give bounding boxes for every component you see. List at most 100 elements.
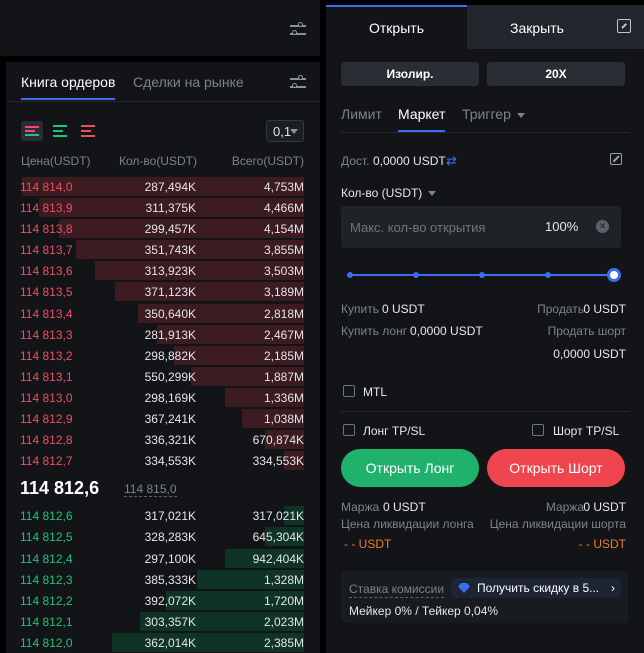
slider-knob[interactable]	[607, 268, 621, 282]
depth-bar	[225, 387, 304, 407]
bid-row[interactable]: 114 812,4 297,100K 942,404K	[6, 548, 320, 569]
swap-icon[interactable]: ⇄	[446, 153, 457, 168]
slider-step-50[interactable]	[479, 272, 485, 278]
qty-input[interactable]	[350, 217, 540, 237]
ask-row[interactable]: 114 812,7 334,553K 334,553K	[6, 450, 320, 471]
order-type-trigger[interactable]: Триггер	[462, 106, 525, 122]
depth-bar	[225, 548, 304, 568]
precision-select[interactable]: 0,1	[266, 120, 304, 142]
ask-row[interactable]: 114 813,0 298,169K 1,336M	[6, 387, 320, 408]
diamond-icon	[458, 583, 470, 593]
open-short-button[interactable]: Открыть Шорт	[487, 449, 625, 487]
row-price: 114 813,0	[20, 390, 73, 405]
mtl-checkbox[interactable]	[343, 385, 355, 397]
order-type-market[interactable]: Маркет	[398, 106, 446, 132]
buy-label: Купить	[341, 302, 379, 316]
tab-close[interactable]: Закрыть	[467, 5, 607, 49]
qty-slider[interactable]	[347, 268, 621, 283]
leverage-button[interactable]: 20X	[487, 62, 625, 86]
bid-row[interactable]: 114 812,0 362,014K 2,385M	[6, 632, 320, 653]
row-qty: 298,169K	[144, 390, 196, 405]
view-bids-icon[interactable]	[53, 124, 69, 138]
ask-row[interactable]: 114 812,9 367,241K 1,038M	[6, 408, 320, 429]
settings-sliders-icon[interactable]	[290, 22, 306, 38]
order-book-tabs: Книга ордеров Сделки на рынке	[6, 62, 320, 102]
fee-label[interactable]: Ставка комиссии	[349, 582, 445, 598]
row-qty: 350,640K	[144, 306, 196, 321]
row-qty: 367,241K	[144, 412, 196, 427]
depth-bar	[140, 611, 304, 631]
bid-row[interactable]: 114 812,2 392,072K 1,720M	[6, 590, 320, 611]
sell-short-value: 0,0000 USDT	[553, 347, 626, 361]
divider	[340, 132, 630, 133]
get-discount-button[interactable]: Получить скидку в 5... ›	[451, 578, 621, 598]
ask-row[interactable]: 114 813,4 350,640K 2,818M	[6, 303, 320, 324]
row-qty: 299,457K	[144, 222, 196, 237]
qty-field[interactable]: 100% ✕	[341, 206, 621, 248]
row-price: 114 813,2	[20, 348, 73, 363]
slider-step-0[interactable]	[347, 272, 353, 278]
row-total: 645,304K	[252, 530, 304, 545]
qty-percent: 100%	[545, 219, 579, 234]
row-price: 114 812,4	[20, 551, 73, 566]
row-qty: 371,123K	[144, 285, 196, 300]
margin-short-label: Маржа	[545, 500, 584, 514]
row-total: 4,154M	[263, 222, 304, 237]
row-price: 114 813,6	[20, 264, 73, 279]
ask-row[interactable]: 114 813,7 351,743K 3,855M	[6, 239, 320, 260]
mark-price[interactable]: 114 815,0	[124, 482, 177, 498]
ask-row[interactable]: 114 812,8 336,321K 670,874K	[6, 429, 320, 450]
liq-long-label: Цена ликвидации лонга	[341, 517, 474, 531]
row-total: 670,874K	[252, 433, 304, 448]
tab-market-trades[interactable]: Сделки на рынке	[133, 74, 244, 90]
open-long-button[interactable]: Открыть Лонг	[341, 449, 479, 487]
view-asks-icon[interactable]	[81, 124, 97, 138]
clear-icon[interactable]: ✕	[596, 220, 609, 233]
depth-bar	[265, 430, 304, 450]
calculator-icon[interactable]	[610, 153, 622, 165]
row-total: 3,855M	[263, 243, 304, 258]
ask-row[interactable]: 114 813,1 550,299K 1,887M	[6, 366, 320, 387]
row-qty: 311,375K	[145, 201, 197, 216]
order-type-limit[interactable]: Лимит	[341, 106, 382, 122]
available-value: 0,0000 USDT	[373, 154, 446, 168]
row-qty: 313,923K	[144, 264, 196, 279]
tab-popout[interactable]	[607, 5, 644, 49]
chart-toolbar-panel	[0, 0, 320, 56]
ask-row[interactable]: 114 813,3 281,913K 2,467M	[6, 324, 320, 345]
depth-bar	[191, 366, 304, 386]
ask-row[interactable]: 114 814,0 287,494K 4,753M	[6, 176, 320, 197]
settings-sliders-icon[interactable]	[290, 75, 306, 91]
chevron-right-icon: ›	[611, 581, 615, 595]
ask-row[interactable]: 114 813,8 299,457K 4,154M	[6, 218, 320, 239]
row-total: 942,404K	[252, 551, 304, 566]
ask-row[interactable]: 114 813,9 311,375K 4,466M	[6, 197, 320, 218]
view-both-icon[interactable]	[21, 121, 43, 141]
tab-order-book[interactable]: Книга ордеров	[21, 74, 116, 100]
row-total: 334,553K	[252, 454, 304, 469]
row-price: 114 812,9	[20, 412, 73, 427]
row-qty: 362,014K	[144, 635, 196, 650]
row-qty: 317,021K	[144, 509, 196, 524]
row-price: 114 812,3	[20, 572, 73, 587]
column-total: Всего(USDT)	[231, 154, 304, 168]
slider-step-75[interactable]	[545, 272, 551, 278]
long-tpsl-checkbox[interactable]	[343, 424, 355, 436]
row-qty: 392,072K	[144, 593, 196, 608]
tab-open[interactable]: Открыть	[326, 5, 467, 49]
bid-row[interactable]: 114 812,6 317,021K 317,021K	[6, 505, 320, 526]
slider-step-25[interactable]	[413, 272, 419, 278]
mtl-label: MTL	[363, 385, 387, 399]
margin-mode-button[interactable]: Изолир.	[341, 62, 479, 86]
bid-row[interactable]: 114 812,3 385,333K 1,328M	[6, 569, 320, 590]
qty-unit-select[interactable]: Кол-во (USDT)	[341, 186, 437, 200]
ask-row[interactable]: 114 813,2 298,882K 2,185M	[6, 345, 320, 366]
column-qty: Кол-во(USDT)	[119, 154, 197, 168]
row-qty: 336,321K	[144, 433, 196, 448]
bid-row[interactable]: 114 812,5 328,283K 645,304K	[6, 526, 320, 547]
ask-row[interactable]: 114 813,6 313,923K 3,503M	[6, 260, 320, 281]
short-tpsl-checkbox[interactable]	[532, 424, 544, 436]
ask-row[interactable]: 114 813,5 371,123K 3,189M	[6, 281, 320, 302]
bid-row[interactable]: 114 812,1 303,357K 2,023M	[6, 611, 320, 632]
depth-bar	[39, 198, 304, 218]
